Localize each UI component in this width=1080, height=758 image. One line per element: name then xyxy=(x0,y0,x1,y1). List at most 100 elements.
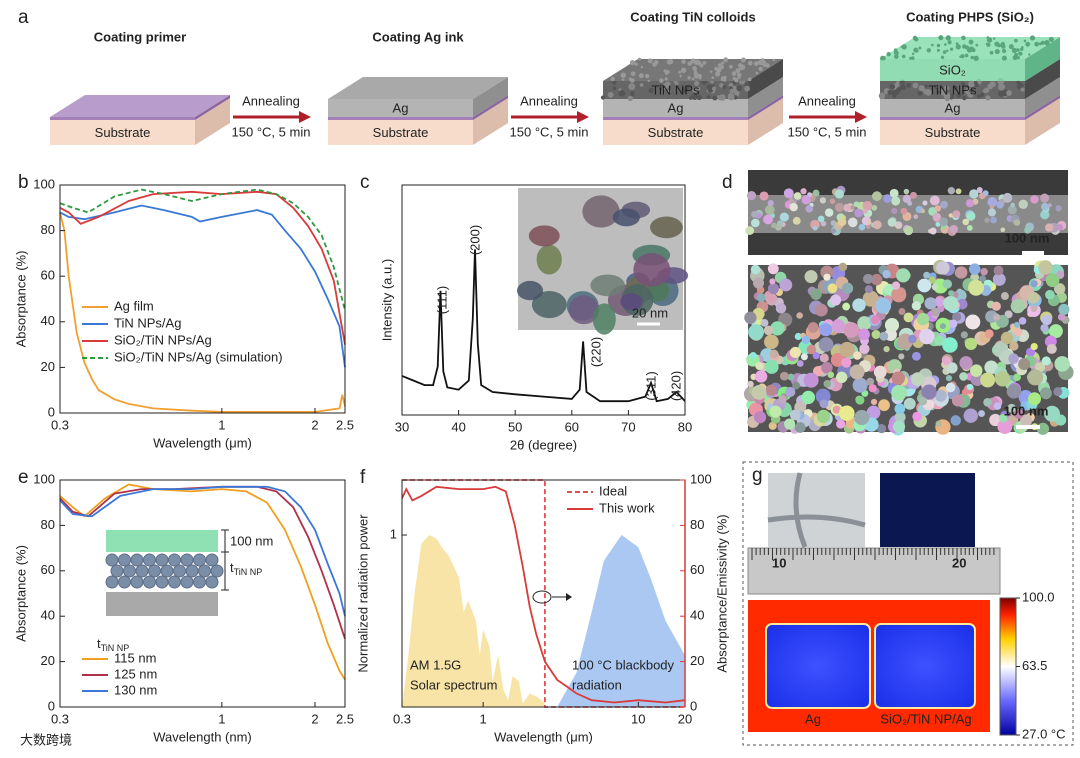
np-texture xyxy=(711,76,715,79)
np-texture xyxy=(918,85,925,92)
sem-grain xyxy=(769,405,782,418)
layer-front xyxy=(880,59,1025,81)
np-texture xyxy=(693,73,700,79)
annotation: 100 °C blackbody xyxy=(572,657,675,672)
panel-label: b xyxy=(18,172,29,193)
sem-grain xyxy=(853,201,860,208)
sem-grain xyxy=(1047,203,1052,208)
np-texture xyxy=(892,94,897,99)
np-texture xyxy=(681,87,688,94)
sem-grain xyxy=(1030,305,1038,312)
x-tick-label: 40 xyxy=(451,419,465,434)
layer-label: Ag xyxy=(393,100,409,115)
sem-grain xyxy=(810,219,820,230)
np-texture xyxy=(998,90,1005,97)
line xyxy=(59,212,346,413)
sem-grain xyxy=(1040,323,1049,333)
np-texture xyxy=(711,86,716,91)
sem-grain xyxy=(955,188,962,195)
np-texture xyxy=(644,73,650,79)
np-texture xyxy=(961,35,966,41)
sem-grain xyxy=(839,341,855,358)
sem-grain xyxy=(852,377,868,393)
sem-grain xyxy=(984,217,990,223)
inset-np xyxy=(168,553,181,567)
inset-np xyxy=(148,564,161,578)
sem-grain xyxy=(767,283,779,295)
inset-np xyxy=(130,575,144,589)
arrow-bottom: 150 °C, 5 min xyxy=(510,124,589,139)
np-texture xyxy=(664,71,668,75)
arrow-head xyxy=(577,111,589,123)
sem-grain xyxy=(934,389,947,402)
tem-particle xyxy=(633,253,671,287)
sem-grain xyxy=(1045,289,1055,300)
np-texture xyxy=(702,61,707,65)
np-texture xyxy=(1008,44,1014,50)
sem-grain xyxy=(818,337,834,352)
legend-label: SiO₂/TiN NPs/Ag xyxy=(114,332,212,347)
np-texture xyxy=(735,68,741,74)
np-texture xyxy=(630,71,636,77)
sem-grain xyxy=(908,334,917,344)
np-texture xyxy=(693,70,698,75)
np-texture xyxy=(1023,39,1027,43)
np-texture xyxy=(723,78,727,82)
sem-grain xyxy=(801,335,811,344)
sem-grain xyxy=(1013,408,1024,419)
sem-grain xyxy=(1053,283,1066,295)
sem-grain xyxy=(792,216,801,225)
layer-top xyxy=(50,95,230,117)
sem-grain xyxy=(747,380,754,388)
sem-grain xyxy=(827,371,835,379)
x-axis-title: Wavelength (μm) xyxy=(153,435,252,450)
sem-grain xyxy=(900,207,908,215)
np-texture xyxy=(926,48,932,53)
sem-grain xyxy=(996,200,1004,209)
np-texture xyxy=(722,85,727,89)
sem-grain xyxy=(1004,310,1013,319)
sem-grain xyxy=(807,322,819,333)
np-texture xyxy=(1006,90,1012,96)
sem-grain xyxy=(834,189,844,199)
inset-np xyxy=(193,575,206,589)
sem-grain xyxy=(793,192,802,200)
step-title: Coating TiN colloids xyxy=(630,9,755,24)
np-texture xyxy=(691,77,695,81)
sem-grain xyxy=(951,394,964,407)
np-texture xyxy=(737,75,741,79)
np-texture xyxy=(940,55,945,59)
sem-grain xyxy=(987,196,998,207)
sem-grain xyxy=(744,311,757,324)
legend-label: Ag film xyxy=(114,298,154,313)
sem-grain xyxy=(812,366,824,377)
sem-grain xyxy=(857,316,872,331)
sem-grain xyxy=(968,279,985,296)
np-texture xyxy=(692,87,698,93)
sem-grain xyxy=(1041,356,1051,366)
colorbar-label: 63.5 xyxy=(1022,658,1047,673)
sem-grain xyxy=(812,189,820,197)
np-texture xyxy=(688,96,693,100)
sem-grain xyxy=(796,312,803,319)
np-texture xyxy=(766,64,770,68)
legend-label: 125 nm xyxy=(114,666,157,681)
x-tick-label: 0.3 xyxy=(51,711,69,726)
sem-grain xyxy=(920,208,925,214)
np-texture xyxy=(744,85,750,92)
sem-grain xyxy=(1040,202,1049,211)
sem-grain xyxy=(817,215,825,223)
y-axis-title: Absorptance (%) xyxy=(13,545,28,642)
layer-label: Substrate xyxy=(373,125,429,140)
x-tick-label: 1 xyxy=(218,417,225,432)
sem-grain xyxy=(1027,369,1044,386)
inset-np xyxy=(155,575,169,589)
y-tick-label: 100 xyxy=(33,471,55,486)
layer-side xyxy=(473,77,508,117)
np-texture xyxy=(772,58,776,62)
sem-grain xyxy=(955,266,968,279)
sem-grain xyxy=(764,334,779,350)
sem-grain xyxy=(896,268,911,283)
sem-grain xyxy=(1024,226,1032,234)
sem-grain xyxy=(950,415,961,426)
